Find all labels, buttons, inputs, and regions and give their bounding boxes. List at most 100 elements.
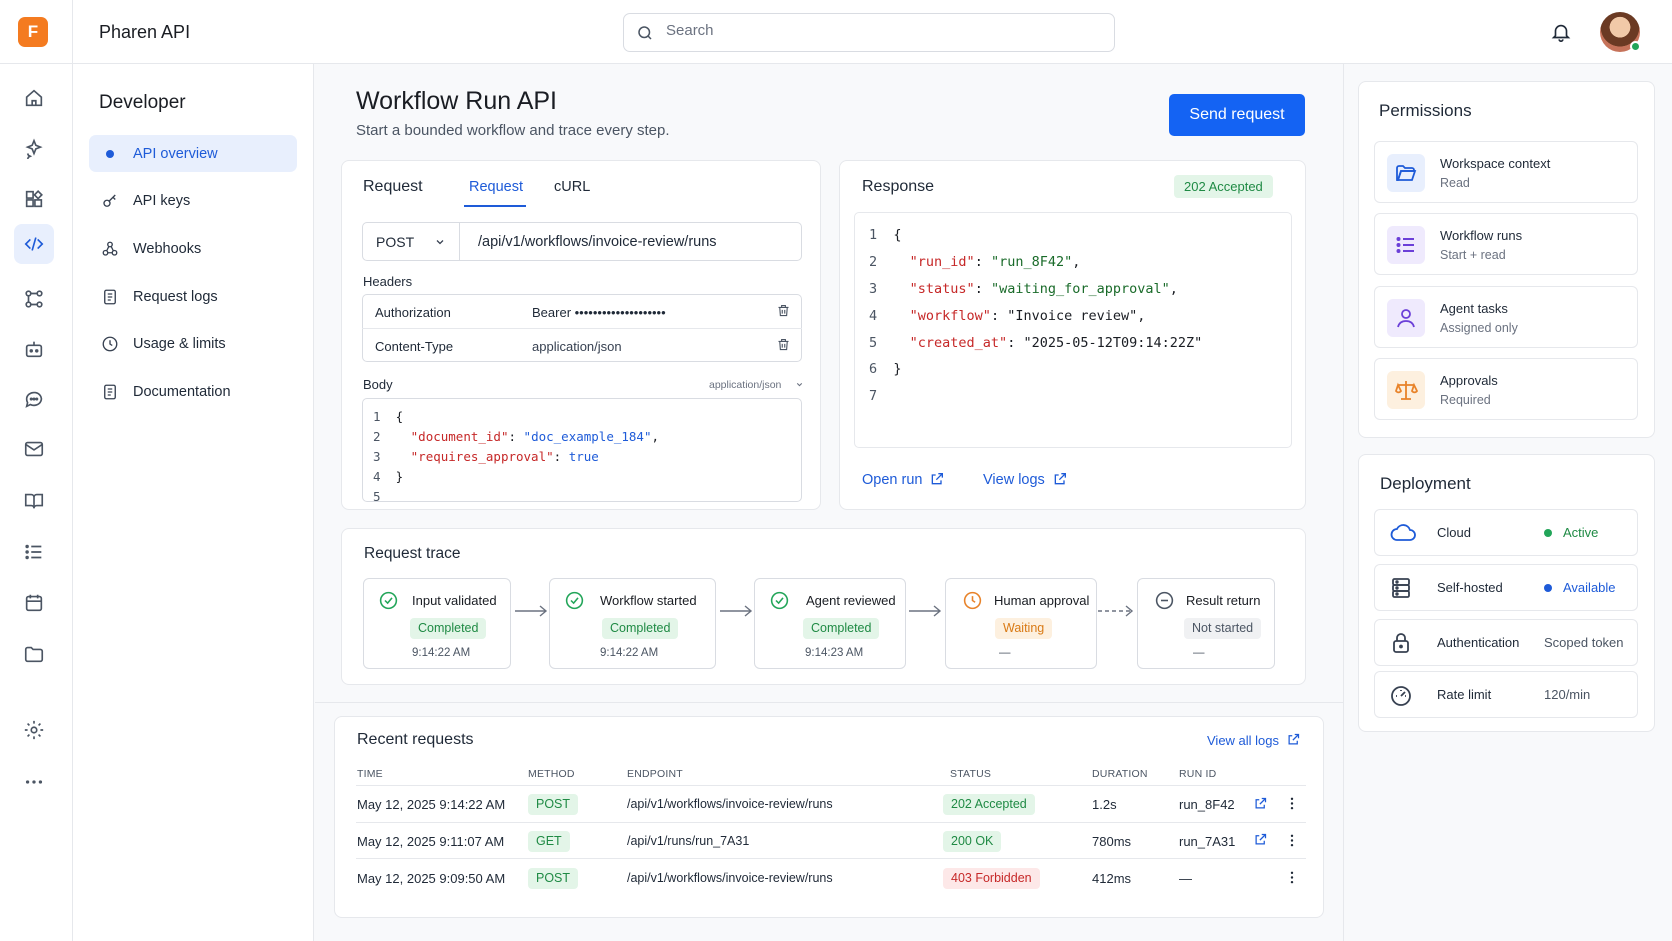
view-logs-link[interactable]: View logs xyxy=(983,472,1045,488)
settings-icon[interactable] xyxy=(20,716,48,744)
app-logo[interactable]: F xyxy=(18,17,48,47)
calendar-icon[interactable] xyxy=(20,589,48,617)
column-header-endpoint: ENDPOINT xyxy=(627,768,683,780)
row-duration: 1.2s xyxy=(1092,797,1117,812)
more-vertical-icon[interactable] xyxy=(1284,795,1300,812)
apps-icon[interactable] xyxy=(20,185,48,213)
trace-step[interactable]: Input validated Completed 9:14:22 AM xyxy=(363,578,511,669)
connections-icon[interactable] xyxy=(20,285,48,313)
app-name: Pharen API xyxy=(99,22,191,42)
trace-step[interactable]: Human approval Waiting — xyxy=(945,578,1097,669)
nav-item-label: API overview xyxy=(133,145,218,162)
send-request-button[interactable]: Send request xyxy=(1169,94,1305,136)
deployment-name: Self-hosted xyxy=(1437,580,1503,595)
sparkles-icon[interactable] xyxy=(20,134,48,162)
folder-icon[interactable] xyxy=(20,640,48,668)
recent-requests-card xyxy=(334,716,1324,918)
header-value[interactable]: Bearer •••••••••••••••••••• xyxy=(532,305,666,320)
header-name[interactable]: Content-Type xyxy=(375,339,454,354)
row-endpoint: /api/v1/workflows/invoice-review/runs xyxy=(627,797,833,811)
page-title: Workflow Run API xyxy=(356,87,558,115)
permission-scope: Read xyxy=(1440,176,1470,190)
more-icon[interactable] xyxy=(20,768,48,796)
column-header-run-id: RUN ID xyxy=(1179,768,1217,780)
code-line: 5 xyxy=(373,489,381,504)
user-avatar[interactable] xyxy=(1600,12,1641,52)
step-time: — xyxy=(1193,647,1205,659)
code-line: 4 "workflow": "Invoice review", xyxy=(869,308,1146,324)
nav-item-documentation[interactable]: Documentation xyxy=(89,373,297,410)
deployment-item[interactable]: Authentication Scoped token xyxy=(1374,619,1638,666)
nav-item-usage-limits[interactable]: Usage & limits xyxy=(89,325,297,362)
bell-icon[interactable] xyxy=(1550,20,1572,44)
row-run-id: — xyxy=(1179,871,1192,886)
permission-item[interactable]: Approvals Required xyxy=(1374,358,1638,420)
permission-item[interactable]: Agent tasks Assigned only xyxy=(1374,286,1638,348)
view-all-logs-link[interactable]: View all logs xyxy=(1207,733,1280,748)
body-type-select[interactable]: application/json xyxy=(709,379,782,391)
code-line: 2 "run_id": "run_8F42", xyxy=(869,254,1081,270)
divider xyxy=(362,328,802,329)
tab-request[interactable]: Request xyxy=(469,179,524,195)
status-badge: 200 OK xyxy=(943,831,1002,852)
method-value: POST xyxy=(376,234,415,250)
trash-icon[interactable] xyxy=(776,303,791,318)
permissions-title: Permissions xyxy=(1379,101,1472,120)
column-header-status: STATUS xyxy=(950,768,992,780)
trace-step[interactable]: Workflow started Completed 9:14:22 AM xyxy=(549,578,716,669)
endpoint-url-input[interactable]: /api/v1/workflows/invoice-review/runs xyxy=(478,234,717,250)
search-icon xyxy=(636,24,654,42)
permission-item[interactable]: Workspace context Read xyxy=(1374,141,1638,203)
trace-step[interactable]: Agent reviewed Completed 9:14:23 AM xyxy=(754,578,906,669)
nav-item-request-logs[interactable]: Request logs xyxy=(89,278,297,315)
online-status-dot xyxy=(1630,41,1641,52)
deployment-value: Available xyxy=(1563,580,1616,595)
header-name[interactable]: Authorization xyxy=(375,305,451,320)
robot-icon[interactable] xyxy=(20,335,48,363)
external-link-icon[interactable] xyxy=(1253,832,1268,847)
minus-circle-icon xyxy=(1154,590,1175,611)
open-run-link[interactable]: Open run xyxy=(862,472,923,488)
external-link-icon[interactable] xyxy=(1253,796,1268,811)
search-input[interactable] xyxy=(666,22,1086,39)
icon-rail xyxy=(0,64,72,941)
list-icon[interactable] xyxy=(20,538,48,566)
body-editor[interactable] xyxy=(362,398,802,502)
permission-item[interactable]: Workflow runs Start + read xyxy=(1374,213,1638,275)
nav-item-label: API keys xyxy=(133,192,191,209)
deployment-item[interactable]: Cloud Active xyxy=(1374,509,1638,556)
external-link-icon[interactable] xyxy=(929,471,945,487)
trash-icon[interactable] xyxy=(776,337,791,352)
chat-icon[interactable] xyxy=(20,385,48,413)
external-link-icon[interactable] xyxy=(1052,471,1068,487)
tab-curl[interactable]: cURL xyxy=(554,179,591,195)
deployment-item[interactable]: Rate limit 120/min xyxy=(1374,671,1638,718)
more-vertical-icon[interactable] xyxy=(1284,869,1300,886)
code-icon[interactable] xyxy=(14,224,54,264)
book-icon[interactable] xyxy=(20,487,48,515)
divider xyxy=(1343,64,1344,941)
code-line: 1 { xyxy=(373,409,404,424)
external-link-icon[interactable] xyxy=(1286,732,1301,747)
trace-step[interactable]: Result return Not started — xyxy=(1137,578,1275,669)
permission-title: Agent tasks xyxy=(1440,301,1508,316)
row-endpoint: /api/v1/runs/run_7A31 xyxy=(627,834,750,848)
nav-item-api-keys[interactable]: API keys xyxy=(89,182,297,219)
search-box[interactable] xyxy=(623,13,1115,52)
home-icon[interactable] xyxy=(20,84,48,112)
header-value[interactable]: application/json xyxy=(532,339,622,354)
step-title: Result return xyxy=(1186,593,1261,608)
list-icon xyxy=(1387,226,1425,264)
row-duration: 412ms xyxy=(1092,871,1132,886)
mail-icon[interactable] xyxy=(20,435,48,463)
more-vertical-icon[interactable] xyxy=(1284,832,1300,849)
method-select[interactable] xyxy=(362,222,460,261)
permission-scope: Required xyxy=(1440,393,1491,407)
clock-icon xyxy=(99,335,121,353)
nav-item-label: Usage & limits xyxy=(133,335,226,352)
deployment-name: Cloud xyxy=(1437,525,1471,540)
nav-item-webhooks[interactable]: Webhooks xyxy=(89,230,297,267)
permission-title: Workflow runs xyxy=(1440,228,1523,243)
deployment-item[interactable]: Self-hosted Available xyxy=(1374,564,1638,611)
nav-item-api-overview[interactable]: API overview xyxy=(89,135,297,172)
